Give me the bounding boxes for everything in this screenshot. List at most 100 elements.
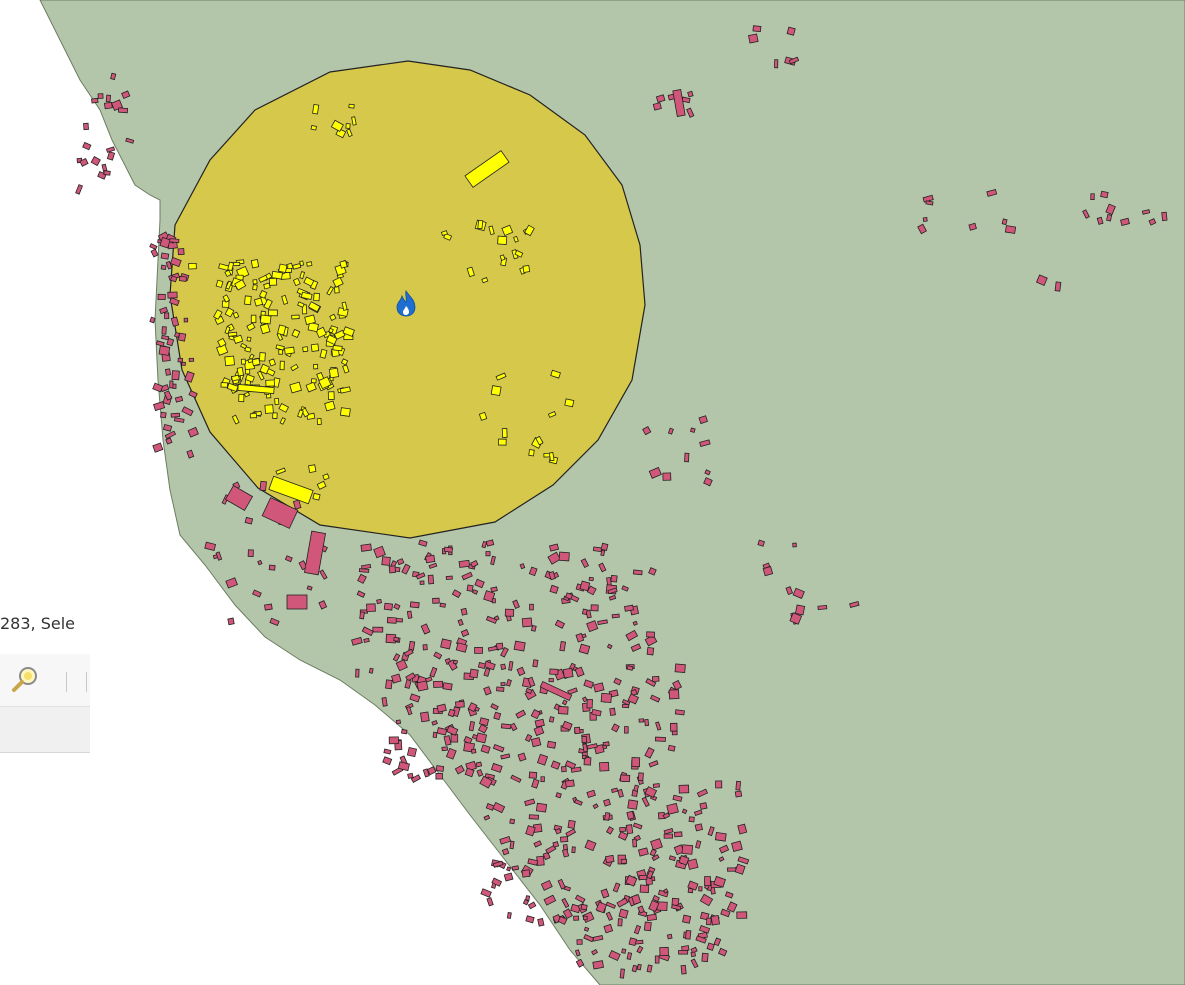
building-footprint [625,824,634,835]
building-footprint [490,555,496,566]
building-footprint [427,574,435,585]
building-footprint [383,748,392,755]
building-footprint [401,728,408,735]
building-footprint [682,914,692,924]
building-footprint [548,543,560,552]
building-footprint [376,598,382,605]
building-footprint [516,666,526,677]
building-footprint [600,692,613,703]
building-footprint [217,337,227,348]
building-footprint [410,774,422,783]
building-footprint [583,756,592,766]
building-footprint [548,677,554,683]
building-footprint [524,798,536,807]
building-footprint [663,888,669,894]
building-footprint [631,894,642,905]
building-footprint [259,363,270,375]
building-footprint [535,435,544,446]
building-footprint [227,261,235,272]
building-footprint [388,565,396,574]
building-footprint [363,637,370,643]
building-footprint [583,926,590,932]
building-footprint [558,551,570,562]
building-footprint [172,383,177,389]
building-footprint [187,426,199,438]
building-footprint [165,260,173,270]
building-footprint [490,762,503,773]
building-footprint [603,923,614,934]
building-footprint [690,951,696,958]
building-footprint [483,814,491,821]
zoom-to-selection-icon[interactable] [8,664,42,694]
building-footprint [330,119,344,132]
building-footprint [358,568,370,573]
building-footprint [440,230,448,237]
building-footprint [443,735,452,746]
building-footprint [704,876,711,887]
building-footprint [259,480,267,492]
building-footprint [715,780,723,789]
building-footprint [655,721,662,731]
building-footprint [339,260,348,269]
building-footprint [1161,211,1168,222]
building-footprint [292,263,302,270]
building-footprint [533,725,545,737]
building-footprint [565,828,577,838]
building-footprint [393,636,399,642]
building-footprint [558,706,569,715]
building-footprint [527,858,539,866]
building-footprint [261,497,299,529]
building-footprint [592,960,604,970]
building-footprint [706,942,715,951]
building-footprint [633,784,640,792]
building-footprint [1141,209,1151,215]
building-footprint [224,269,232,278]
building-footprint [540,776,545,783]
building-footprint [213,309,223,320]
building-footprint [167,291,178,299]
building-footprint [79,157,89,167]
building-footprint [600,549,606,557]
building-footprint [508,660,514,671]
building-footprint [493,711,502,721]
building-footprint [157,293,166,301]
building-footprint [258,290,268,299]
building-footprint [445,575,453,580]
building-footprint [474,578,485,589]
building-footprint [470,748,477,754]
building-footprint [204,541,217,552]
building-footprint [215,279,224,288]
building-footprint [726,901,738,913]
building-footprint [617,918,623,927]
building-footprint [608,950,621,962]
building-footprint [525,895,531,901]
building-footprint [605,854,615,864]
building-footprint [395,659,408,672]
building-footprint [361,626,374,637]
building-footprint [480,888,492,898]
building-footprint [570,766,582,773]
building-footprint [442,682,453,691]
building-footprint [408,640,416,651]
building-footprint [524,224,535,237]
building-footprint [351,116,357,126]
building-footprint [703,477,713,487]
building-footprint [625,874,638,887]
building-footprint [631,757,641,768]
building-footprint [82,141,92,151]
building-footprint [713,875,727,888]
building-footprint [564,779,575,788]
building-footprint [652,894,660,903]
building-footprint [110,72,117,81]
building-footprint [324,400,336,412]
building-footprint [315,326,327,339]
building-footprint [699,893,714,907]
building-footprint [458,559,471,568]
building-footprint [424,676,433,683]
building-footprint [491,598,496,604]
building-footprint [404,679,412,689]
building-footprint [736,911,748,919]
building-footprint [332,276,344,288]
fire-icon[interactable] [396,290,416,317]
